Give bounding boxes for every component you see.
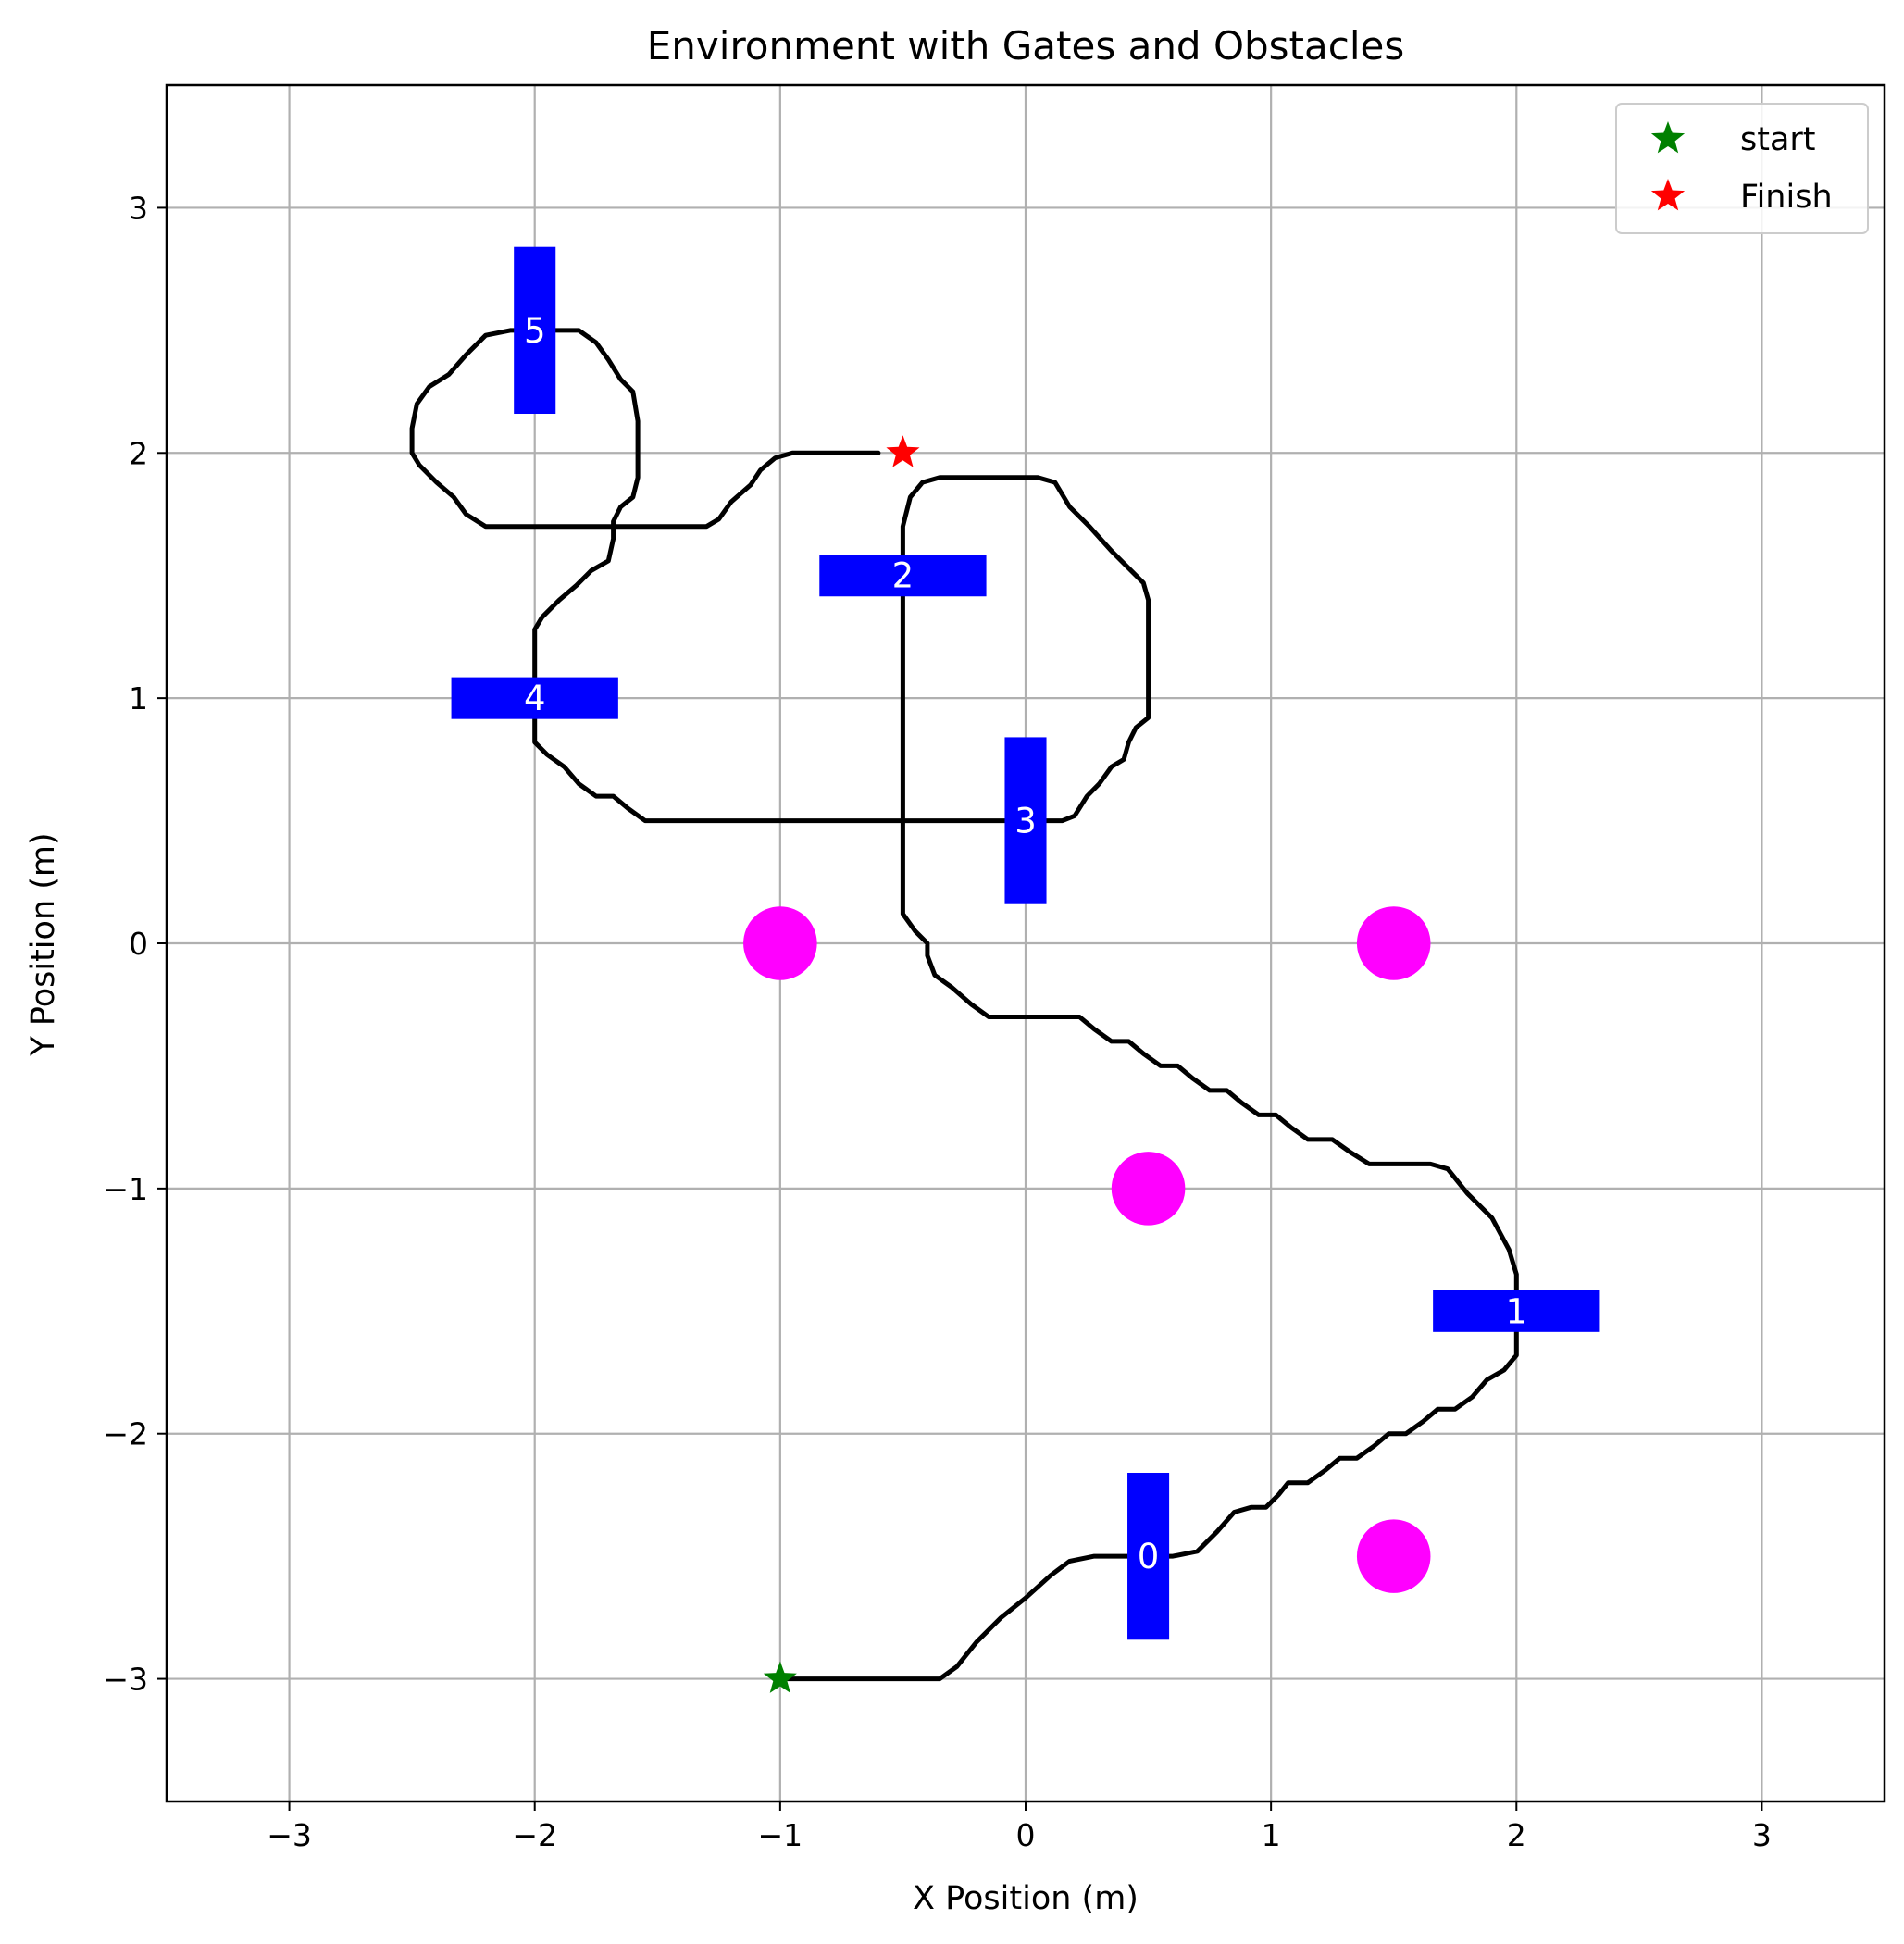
x-tick-label: −2 [512, 1817, 557, 1853]
gate-bar [1127, 1472, 1170, 1640]
trajectory-layer [409, 328, 1519, 1682]
gate-label: 4 [524, 679, 546, 718]
finish-marker [886, 435, 920, 467]
trajectory-path [409, 328, 1519, 1682]
markers [763, 435, 920, 1693]
y-tick-label: −2 [103, 1416, 148, 1452]
legend-star [1650, 179, 1686, 211]
x-tick-label: 0 [1016, 1817, 1036, 1853]
obstacles [743, 906, 1431, 1593]
gates: 0 1 2 3 4 5 [451, 246, 1600, 1640]
gate-label: 2 [892, 556, 915, 596]
obstacle-circle [1356, 906, 1431, 980]
y-tick-label: −1 [103, 1171, 148, 1207]
y-axis-label: Y Position (m) [25, 832, 62, 1056]
chart-title: Environment with Gates and Obstacles [647, 23, 1404, 69]
legend-label: start [1740, 121, 1816, 158]
gate-bar [819, 555, 987, 597]
legend-label: Finish [1740, 179, 1833, 216]
y-tick-label: 0 [129, 926, 148, 962]
y-tick-label: 1 [129, 680, 148, 717]
obstacle-circle [743, 906, 817, 980]
gate-bar [1433, 1290, 1600, 1332]
gate-label: 1 [1506, 1291, 1528, 1331]
gate-label: 5 [524, 311, 546, 351]
legend: start Finish [1615, 103, 1869, 234]
y-tick-label: 2 [129, 435, 148, 471]
gate-bar [1004, 737, 1047, 904]
x-tick-label: −3 [267, 1817, 312, 1853]
start-marker [763, 1661, 797, 1693]
x-tick-label: 1 [1262, 1817, 1281, 1853]
gate-label: 0 [1138, 1537, 1160, 1576]
x-axis-label: X Position (m) [913, 1880, 1139, 1917]
y-tick-label: 3 [129, 190, 148, 226]
gate-label: 3 [1014, 802, 1037, 841]
obstacle-circle [1111, 1152, 1186, 1226]
x-tick-label: 3 [1752, 1817, 1772, 1853]
gate-bar [451, 677, 618, 719]
legend-star [1650, 121, 1686, 154]
y-tick-label: −3 [103, 1662, 148, 1698]
ticks: −3 −2 −1 0 1 2 3 −3 −2 −1 0 1 2 3 [103, 190, 1772, 1853]
obstacle-circle [1356, 1519, 1431, 1593]
x-tick-label: −1 [758, 1817, 803, 1853]
x-tick-label: 2 [1507, 1817, 1526, 1853]
gate-bar [514, 246, 556, 415]
